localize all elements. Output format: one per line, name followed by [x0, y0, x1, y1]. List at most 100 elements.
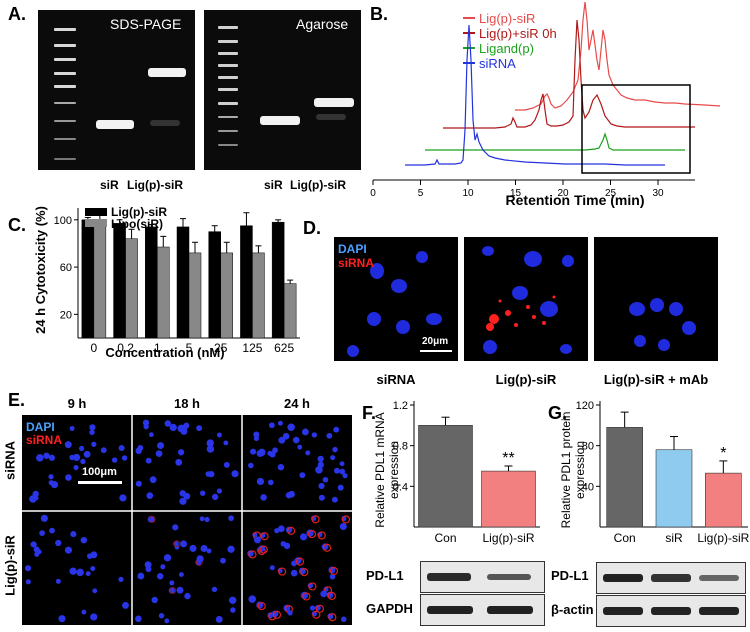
bar-g-1 [655, 449, 693, 528]
nucleus-e [85, 571, 91, 577]
nucleus-e [301, 428, 309, 436]
nucleus-e [81, 609, 87, 615]
nucleus-e [311, 432, 318, 438]
micrograph-d-ligsir-mab [594, 237, 718, 361]
nucleus-e [160, 564, 166, 570]
nucleus-e [299, 533, 308, 541]
nucleus-e [149, 476, 157, 484]
nucleus-e [24, 565, 32, 572]
legend-swatch-c-lipo [85, 219, 107, 227]
nucleus-e [189, 544, 197, 552]
significance-f-1: ** [502, 450, 514, 467]
nucleus-e [220, 557, 226, 564]
legend-text-ligsir: Lig(p)-siR [479, 11, 535, 26]
nucleus-e [206, 439, 214, 447]
nucleus-e [267, 450, 273, 456]
y-tick-label-f-0.8: 0.8 [393, 441, 408, 453]
x-axis-label-b: Retention Time (min) [506, 192, 645, 208]
nucleus-e [206, 445, 215, 453]
sirna-signal-e [341, 515, 351, 524]
nucleus-e [299, 472, 306, 479]
sirna-signal-e [317, 531, 326, 540]
nucleus-e [90, 551, 98, 559]
nucleus-e [339, 522, 347, 531]
row-label-e-ligsir: Lig(p)-siR [0, 512, 22, 624]
nucleus-e [118, 444, 125, 451]
x-tick-label-f-0: Con [434, 531, 456, 545]
legend-b: Lig(p)-siR Lig(p)+siR 0h Ligand(p) siRNA [463, 11, 557, 71]
nucleus-e [143, 424, 149, 430]
nucleus-e [269, 565, 275, 571]
nucleus-e [65, 474, 72, 481]
nucleus-e [333, 467, 340, 474]
nucleus-e [50, 481, 59, 489]
nucleus-e [200, 544, 208, 552]
nucleus-e [135, 615, 142, 623]
panel-label-b: B. [370, 4, 388, 24]
y-axis-label-f-line1: Relative PDL1 mRNA [373, 412, 387, 527]
sirna-signal-e [328, 613, 337, 622]
y-tick-label-c-20: 20 [60, 309, 72, 321]
nucleus-e [292, 436, 300, 444]
nucleus-e [122, 601, 129, 609]
nucleus-e [227, 545, 235, 553]
nucleus-e [76, 568, 84, 577]
sirna-signal-e [259, 545, 268, 554]
nucleus-e [156, 572, 164, 580]
nucleus-e [55, 539, 62, 547]
sirna-signal-e [248, 550, 257, 559]
nucleus-e [223, 461, 230, 468]
micrograph-d-sirna [334, 237, 458, 361]
nucleus-e [92, 588, 98, 594]
nucleus-e [309, 605, 316, 611]
nucleus-e [158, 612, 165, 619]
gel-agarose [204, 10, 361, 170]
x-axis-label-c: Concentration (nM) [105, 345, 224, 360]
x-tick-label-c-3: 5 [186, 341, 193, 355]
lane-label-sds-sir: siR [100, 178, 119, 192]
nucleus-e [70, 531, 77, 538]
y-axis-label-g-line1: Relative PDL1 protein [559, 412, 573, 529]
cytotoxicity-chart: 20 60 100 0 0.2 1 5 25 125 625 24 h Cytotoxicity … [33, 205, 300, 360]
nucleus-e [164, 618, 170, 624]
x-tick-label-b-20: 20 [557, 188, 569, 199]
panel-label-c: C. [8, 215, 26, 235]
bar-c-1-1 [125, 238, 138, 339]
row-label-e-ligsir-text: Lig(p)-siR [2, 535, 18, 596]
nucleus-e [25, 579, 31, 585]
nucleus-e [64, 441, 72, 449]
sirna-signal-e [260, 532, 269, 541]
nucleus-e [216, 488, 223, 494]
nucleus-e [145, 457, 152, 464]
y-axis-label-c: 24 h Cytotoxicity (%) [33, 206, 48, 334]
nucleus-e [250, 448, 257, 455]
sirna-signal-e [257, 601, 266, 611]
nucleus-e [277, 525, 285, 533]
micrograph-d-ligsir [464, 237, 588, 361]
nucleus-e [285, 492, 293, 499]
y-tick-label-g-80: 80 [582, 441, 594, 453]
nucleus-e [318, 482, 325, 490]
sirna-signal-e [323, 586, 333, 595]
nucleus-e [282, 432, 290, 440]
legend-text-c-lipo: Lipo(siR) [111, 217, 163, 231]
x-tick-label-b-10: 10 [462, 188, 474, 199]
nucleus-e [339, 468, 346, 475]
nucleus-e [330, 455, 336, 461]
bar-c-1-2 [157, 246, 170, 339]
nucleus-e [333, 426, 340, 433]
hplc-chromatogram: Lig(p)-siR Lig(p)+siR 0h Ligand(p) siRNA… [370, 1, 721, 208]
nucleus-e [91, 441, 97, 447]
nucleus-e [180, 427, 188, 435]
sirna-signal-e [300, 567, 309, 577]
bar-c-0-6 [271, 221, 285, 339]
nucleus-e [230, 607, 236, 613]
nucleus-e [164, 420, 172, 427]
x-tick-label-c-6: 625 [274, 341, 294, 355]
nucleus-e [320, 590, 328, 598]
x-axis-b: 0 5 10 15 20 25 30 [370, 179, 695, 199]
nucleus-e [180, 540, 188, 548]
panel-label-g: G. [548, 403, 568, 423]
nucleus-e [69, 454, 75, 461]
scale-bar-d [420, 350, 452, 352]
